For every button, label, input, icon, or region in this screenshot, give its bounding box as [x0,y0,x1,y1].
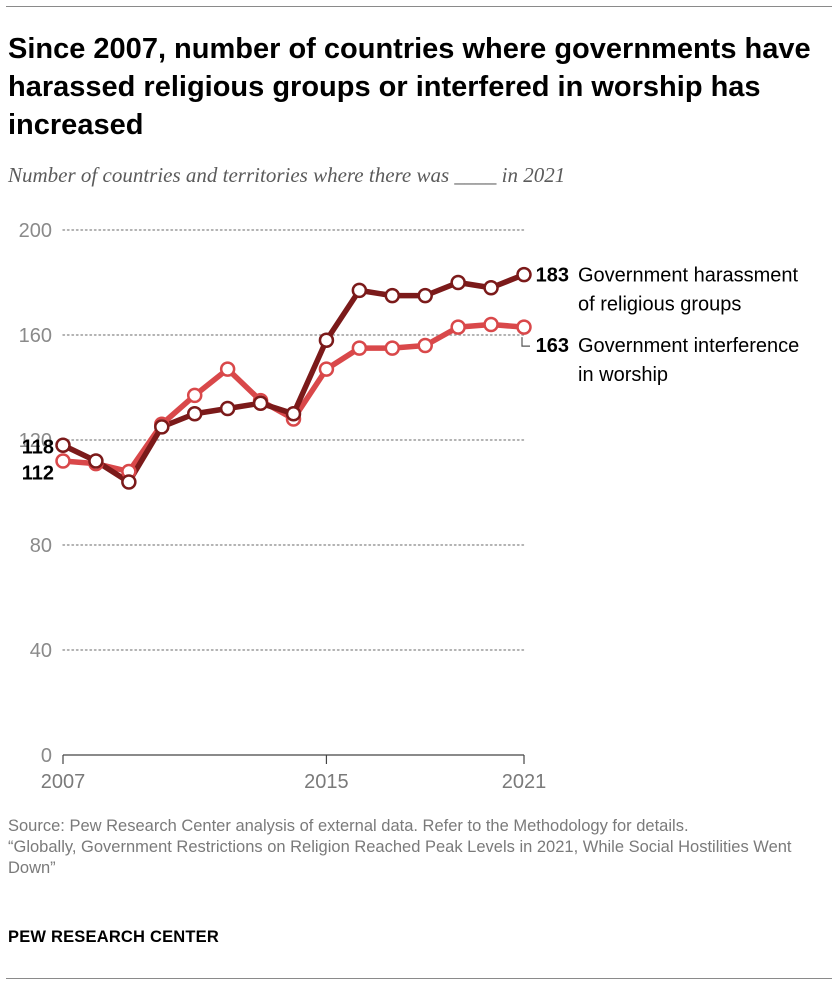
series-line-0 [60,271,527,485]
y-tick-label: 160 [19,325,52,347]
start-value-label: 118 [22,436,54,458]
series-label-harassment-value: 183 [536,265,569,287]
data-point [186,406,203,422]
leader-line [521,337,530,347]
brand-logo-text: PEW RESEARCH CENTER [8,928,219,946]
data-point [318,332,335,348]
series-label-harassment-name: Government harassment [578,265,799,287]
chart-title: Since 2007, number of countries where go… [8,33,811,141]
data-point [121,474,137,490]
data-point [219,400,236,417]
data-point [55,453,71,469]
data-point [351,340,368,356]
y-tick-label: 80 [30,535,52,557]
series-label-interference-name: Government interference [578,335,799,357]
y-tick-label: 40 [30,640,52,662]
data-point [450,319,466,335]
data-point [384,340,401,356]
data-point [154,419,170,435]
data-point [417,287,433,304]
data-point [516,266,532,283]
data-point [219,361,236,377]
x-tick-label: 2021 [502,771,547,793]
start-value-label: 112 [22,462,54,484]
series-label-harassment-name: of religious groups [578,294,741,316]
data-point [351,282,368,299]
x-tick-label: 2015 [304,771,349,793]
y-tick-label: 120 [19,430,52,452]
report-title: “Globally, Government Restrictions on Re… [8,838,792,877]
bottom-rule [6,978,832,979]
data-point [450,274,466,291]
y-tick-label: 0 [41,745,52,767]
chart-footer: Source: Pew Research Center analysis of … [8,816,828,879]
source-note: Source: Pew Research Center analysis of … [8,817,689,835]
series-label-interference-value: 163 [536,335,569,357]
data-point [318,361,335,377]
data-point [186,387,203,404]
data-point [55,437,71,453]
data-point [88,453,104,469]
top-rule [6,6,832,7]
x-tick-label: 2007 [41,771,86,793]
data-point [285,406,302,422]
data-point [384,287,401,304]
series-line-1 [60,321,527,475]
data-point [417,337,433,354]
data-point [483,280,499,296]
series-label-interference-name: in worship [578,364,668,386]
chart-subtitle: Number of countries and territories wher… [8,163,566,187]
line-chart: 0 40 80 120 160 200 2007 2015 2021 118 112 183 Gover… [19,220,800,793]
data-point [252,395,269,411]
data-point [483,316,499,333]
data-point [516,319,532,335]
y-tick-label: 200 [19,220,52,242]
